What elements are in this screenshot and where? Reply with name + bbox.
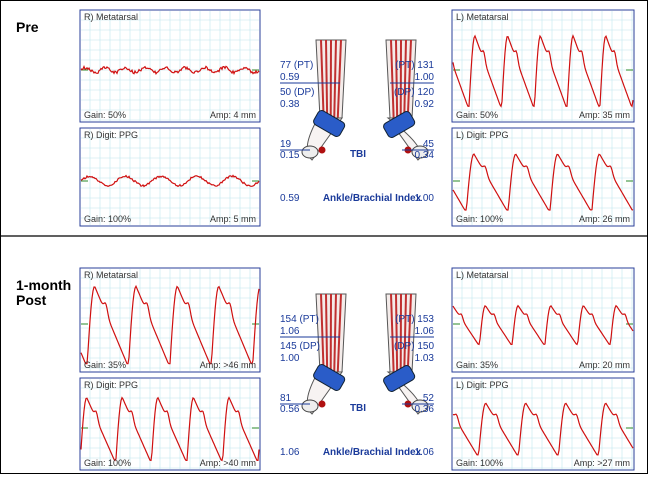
- amp-label: Amp: >40 mm: [200, 458, 256, 468]
- pressure-left: 1.06: [280, 326, 300, 337]
- pressure-left: 50 (DP): [280, 87, 314, 98]
- pressure-right: 1.00: [415, 72, 435, 83]
- panel-title: L) Metatarsal: [456, 12, 509, 22]
- toe: [302, 400, 318, 412]
- ppg-panel: L) Digit: PPG Gain: 100% Amp: >27 mm: [452, 378, 634, 470]
- panel-title: L) Digit: PPG: [456, 380, 509, 390]
- gain-label: Gain: 100%: [84, 214, 131, 224]
- pressure-right: 1.06: [415, 326, 435, 337]
- pressure-right: (DP) 120: [394, 87, 434, 98]
- ppg-panel: R) Metatarsal Gain: 50% Amp: 4 mm: [80, 10, 260, 122]
- toe-right: 0.34: [415, 150, 435, 161]
- panel-bg: [452, 378, 634, 470]
- ppg-panel: R) Digit: PPG Gain: 100% Amp: 5 mm: [80, 128, 260, 226]
- ppg-panel: R) Metatarsal Gain: 35% Amp: >46 mm: [80, 268, 260, 372]
- pressure-right: (PT) 131: [395, 60, 434, 71]
- abi-label: Ankle/Brachial Index: [323, 193, 422, 204]
- gain-label: Gain: 100%: [456, 214, 503, 224]
- pressure-right: (PT) 153: [395, 314, 434, 325]
- toe-sensor: [319, 147, 326, 154]
- toe-left: 0.15: [280, 150, 300, 161]
- abi-left: 0.59: [280, 193, 300, 204]
- ppg-panel: L) Metatarsal Gain: 35% Amp: 20 mm: [452, 268, 634, 372]
- panel-title: L) Digit: PPG: [456, 130, 509, 140]
- toe-left: 19: [280, 139, 292, 150]
- vessel: [326, 294, 327, 374]
- toe-left: 81: [280, 393, 292, 404]
- gain-label: Gain: 50%: [84, 110, 126, 120]
- pressure-right: 0.92: [415, 99, 435, 110]
- panel-title: R) Digit: PPG: [84, 130, 138, 140]
- tbi-label: TBI: [350, 149, 366, 160]
- pressure-right: 1.03: [415, 353, 435, 364]
- panel-title: R) Metatarsal: [84, 12, 138, 22]
- toe-right: 52: [423, 393, 435, 404]
- gain-label: Gain: 35%: [84, 360, 126, 370]
- toe-sensor: [319, 401, 326, 408]
- vessel: [396, 40, 397, 120]
- abi-label: Ankle/Brachial Index: [323, 447, 422, 458]
- section-label: Pre: [16, 19, 39, 35]
- amp-label: Amp: >27 mm: [574, 458, 630, 468]
- pressure-left: 0.59: [280, 72, 300, 83]
- toe-right: 45: [423, 139, 435, 150]
- panel-title: L) Metatarsal: [456, 270, 509, 280]
- abi-right: 1.06: [415, 447, 435, 458]
- pressure-left: 77 (PT): [280, 60, 313, 71]
- toe-right: 0.36: [415, 404, 435, 415]
- section-label: Post: [16, 292, 47, 308]
- pressure-left: 1.00: [280, 353, 300, 364]
- amp-label: Amp: 26 mm: [579, 214, 630, 224]
- panel-title: R) Metatarsal: [84, 270, 138, 280]
- tbi-label: TBI: [350, 403, 366, 414]
- pressure-left: 0.38: [280, 99, 300, 110]
- gain-label: Gain: 35%: [456, 360, 498, 370]
- panel-bg: [452, 268, 634, 372]
- amp-label: Amp: 5 mm: [210, 214, 256, 224]
- vessel: [396, 294, 397, 374]
- gain-label: Gain: 100%: [456, 458, 503, 468]
- abi-right: 1.00: [415, 193, 435, 204]
- pressure-left: 145 (DP): [280, 341, 320, 352]
- gain-label: Gain: 100%: [84, 458, 131, 468]
- pressure-right: (DP) 150: [394, 341, 434, 352]
- section-label: 1-month: [16, 277, 71, 293]
- amp-label: Amp: >46 mm: [200, 360, 256, 370]
- amp-label: Amp: 4 mm: [210, 110, 256, 120]
- toe: [302, 146, 318, 158]
- ppg-panel: R) Digit: PPG Gain: 100% Amp: >40 mm: [80, 378, 260, 470]
- panel-title: R) Digit: PPG: [84, 380, 138, 390]
- gain-label: Gain: 50%: [456, 110, 498, 120]
- abi-left: 1.06: [280, 447, 300, 458]
- panel-bg: [452, 10, 634, 122]
- amp-label: Amp: 35 mm: [579, 110, 630, 120]
- panel-bg: [452, 128, 634, 226]
- ppg-panel: L) Metatarsal Gain: 50% Amp: 35 mm: [452, 10, 634, 122]
- toe-left: 0.56: [280, 404, 300, 415]
- pressure-left: 154 (PT): [280, 314, 319, 325]
- amp-label: Amp: 20 mm: [579, 360, 630, 370]
- vessel: [326, 40, 327, 120]
- ppg-panel: L) Digit: PPG Gain: 100% Amp: 26 mm: [452, 128, 634, 226]
